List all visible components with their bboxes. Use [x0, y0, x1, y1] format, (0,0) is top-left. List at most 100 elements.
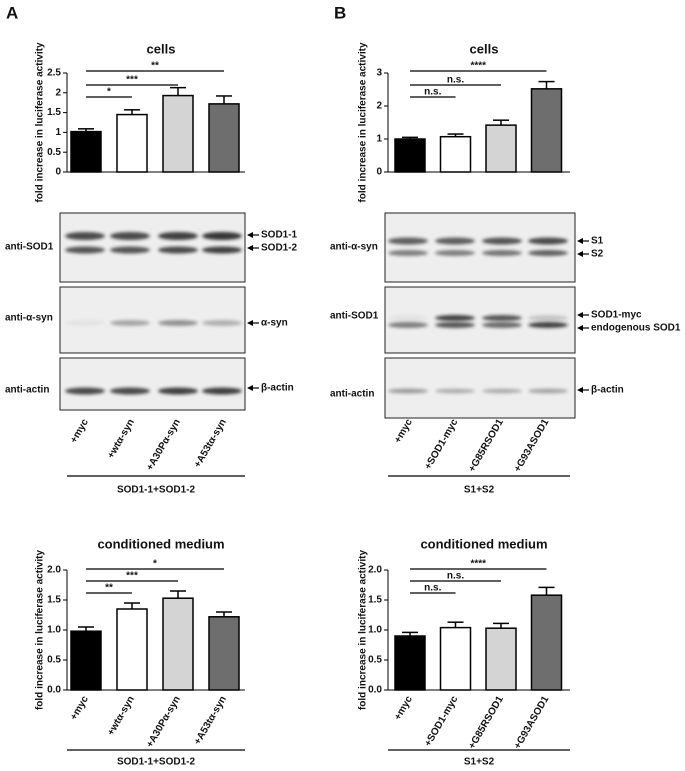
blot-band	[388, 322, 428, 328]
y-axis-label: fold increase in luciferase activity	[358, 42, 369, 203]
significance-label: n.s.	[424, 87, 441, 98]
antibody-label: anti-SOD1	[330, 311, 379, 322]
chart-title: cells	[470, 41, 499, 56]
y-tick-label: 0	[55, 167, 61, 178]
y-tick-label: 3	[376, 68, 382, 79]
blot-band	[110, 387, 150, 395]
blot-band	[110, 246, 150, 254]
y-tick-label: 1.5	[47, 595, 61, 606]
band-label: β-actin	[261, 383, 294, 394]
blot-band	[110, 320, 150, 326]
band-label: endogenous SOD1	[591, 323, 681, 334]
band-arrow-head	[577, 238, 583, 244]
blot-band	[65, 320, 105, 326]
blot-band	[435, 322, 475, 328]
blot-band	[482, 250, 522, 256]
band-label: α-syn	[261, 318, 288, 329]
y-tick-label: 2	[55, 87, 61, 98]
x-tick-label: +G93ASOD1	[512, 694, 551, 751]
blot-band	[435, 388, 475, 394]
band-label: β-actin	[591, 385, 624, 396]
x-tick-label: +SOD1-myc	[423, 694, 461, 749]
bar	[530, 88, 563, 173]
bar	[439, 135, 472, 173]
group-label: SOD1-1+SOD1-2	[117, 485, 196, 496]
blot-band	[158, 320, 198, 326]
blot-panel	[59, 286, 246, 354]
chart-title: conditioned medium	[97, 536, 224, 551]
significance-label: n.s.	[424, 583, 441, 594]
significance-label: n.s.	[447, 75, 464, 86]
x-tick-label: +A53tα-syn	[192, 694, 229, 746]
antibody-label: anti-actin	[330, 389, 374, 400]
band-label: SOD1-1	[261, 230, 298, 241]
y-tick-label: 1.5	[47, 107, 61, 118]
blot-band	[158, 232, 198, 240]
bar	[162, 597, 194, 691]
y-tick-label: 1	[376, 134, 382, 145]
bar	[116, 608, 148, 691]
significance-label: **	[105, 583, 113, 594]
group-label: S1+S2	[464, 757, 495, 768]
band-arrow-head	[577, 387, 583, 393]
bar	[208, 103, 240, 173]
band-arrow-head	[247, 245, 253, 251]
bar	[208, 616, 240, 691]
x-tick-label: +A53tα-syn	[192, 417, 229, 469]
group-label: S1+S2	[464, 485, 495, 496]
antibody-label: anti-actin	[5, 385, 49, 396]
band-label: S1	[591, 236, 604, 247]
significance-label: ***	[126, 75, 138, 86]
blot-band	[528, 388, 568, 394]
bar	[530, 594, 563, 691]
chart-title: conditioned medium	[420, 536, 547, 551]
band-arrow-head	[577, 251, 583, 257]
antibody-label: anti-α-syn	[330, 242, 378, 253]
antibody-label: anti-SOD1	[5, 242, 54, 253]
band-label: SOD1-myc	[591, 310, 642, 321]
x-tick-label: +wtα-syn	[106, 417, 137, 460]
significance-label: ****	[470, 559, 486, 570]
blot-band	[388, 237, 428, 245]
bar	[162, 94, 194, 173]
y-tick-label: 1	[55, 127, 61, 138]
blot-band	[528, 250, 568, 256]
band-arrow-head	[577, 312, 583, 318]
blot-band	[158, 387, 198, 395]
x-tick-label: +myc	[392, 694, 415, 722]
y-tick-label: 0.5	[47, 655, 61, 666]
y-axis-label: fold increase in luciferase activity	[35, 550, 46, 711]
panel-label: B	[334, 3, 346, 22]
blot-panel	[59, 357, 246, 411]
bar	[394, 138, 426, 173]
band-label: SOD1-2	[261, 243, 298, 254]
blot-band	[202, 232, 242, 240]
y-tick-label: 0.5	[47, 147, 61, 158]
blot-band	[482, 322, 522, 328]
y-tick-label: 2	[376, 101, 382, 112]
blot-band	[528, 322, 568, 328]
bar	[70, 630, 102, 691]
y-axis-label: fold increase in luciferase activity	[358, 550, 369, 711]
band-label: S2	[591, 249, 604, 260]
blot-band	[202, 320, 242, 326]
x-tick-label: +A30Pα-syn	[145, 417, 183, 472]
x-tick-label: +wtα-syn	[106, 694, 137, 737]
blot-band	[388, 250, 428, 256]
blot-band	[482, 237, 522, 245]
y-tick-label: 1.5	[368, 595, 382, 606]
bar	[70, 130, 102, 173]
bar	[116, 113, 148, 173]
x-tick-label: +G93ASOD1	[512, 417, 551, 474]
y-tick-label: 0	[376, 167, 382, 178]
bar	[485, 627, 517, 691]
bar	[439, 626, 472, 691]
y-tick-label: 1.0	[368, 625, 382, 636]
band-arrow-head	[577, 325, 583, 331]
panel-label: A	[6, 3, 18, 22]
antibody-label: anti-α-syn	[5, 313, 53, 324]
blot-band	[388, 388, 428, 394]
blot-band	[435, 250, 475, 256]
y-tick-label: 2.5	[47, 68, 61, 79]
